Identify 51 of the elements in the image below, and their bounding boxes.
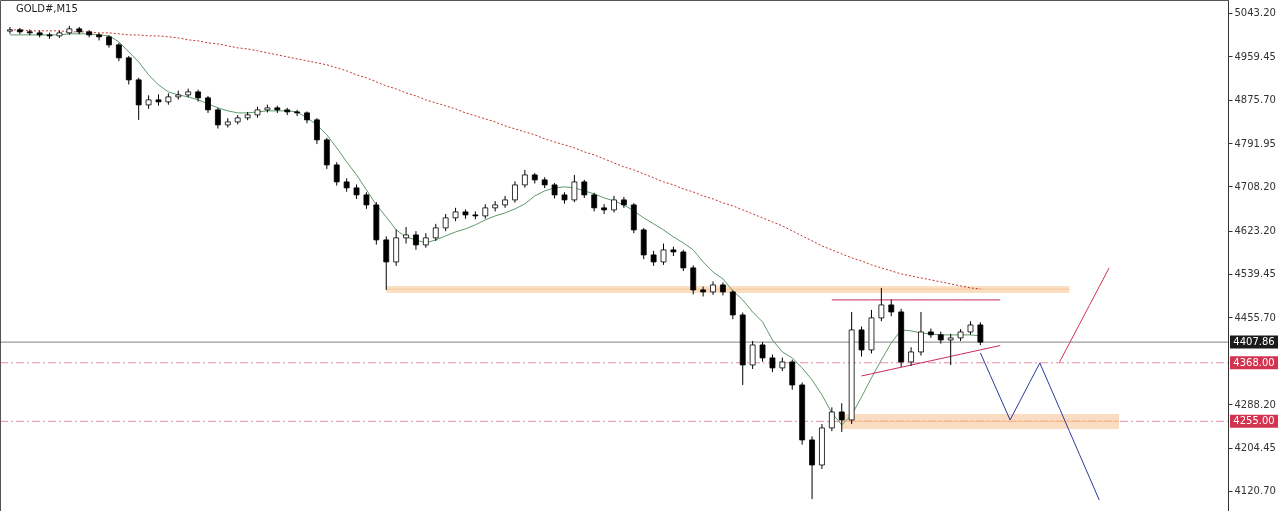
y-tick-label: 4708.20 bbox=[1234, 180, 1276, 192]
candlestick bbox=[660, 243, 667, 266]
candlestick bbox=[947, 333, 954, 366]
candlestick bbox=[838, 402, 845, 433]
candlestick bbox=[591, 192, 598, 212]
candlestick bbox=[789, 359, 796, 391]
candlestick bbox=[581, 179, 588, 199]
y-tick-label: 4204.45 bbox=[1234, 442, 1276, 454]
y-tick-label: 4791.95 bbox=[1234, 137, 1276, 149]
candlestick bbox=[413, 230, 419, 251]
y-tick-label: 4120.70 bbox=[1234, 485, 1276, 497]
line-series bbox=[979, 352, 1100, 501]
y-tick-label: 4539.45 bbox=[1234, 268, 1276, 280]
candlestick bbox=[512, 180, 518, 204]
ref-line-label: 4368.00 bbox=[1233, 356, 1275, 368]
y-tick-label: 4623.20 bbox=[1234, 225, 1276, 237]
candlestick bbox=[314, 117, 320, 145]
candlestick bbox=[828, 406, 835, 432]
y-tick-label: 4455.70 bbox=[1234, 311, 1276, 323]
candlestick bbox=[7, 26, 13, 35]
candlestick bbox=[96, 32, 102, 41]
candlestick bbox=[601, 203, 607, 215]
candlestick bbox=[749, 340, 756, 370]
y-tick-label: 4959.45 bbox=[1234, 50, 1276, 62]
candlestick bbox=[878, 287, 885, 322]
candlestick bbox=[403, 226, 409, 245]
chart-title: GOLD#,M15 bbox=[16, 3, 78, 14]
candlestick bbox=[115, 42, 122, 62]
candlestick bbox=[858, 326, 865, 358]
candlestick bbox=[977, 321, 984, 346]
y-tick-label: 4288.20 bbox=[1234, 398, 1276, 410]
candlestick bbox=[680, 249, 687, 272]
candlestick bbox=[759, 341, 766, 363]
candlestick bbox=[927, 328, 934, 339]
ref-line-label: 4407.86 bbox=[1233, 336, 1275, 348]
candlestick bbox=[729, 289, 736, 320]
candlestick bbox=[294, 109, 301, 117]
candlestick bbox=[215, 107, 221, 130]
candlestick bbox=[383, 235, 390, 291]
line-series bbox=[1059, 267, 1110, 363]
line-series bbox=[861, 345, 1001, 377]
candlestick bbox=[918, 311, 924, 357]
candlestick bbox=[333, 161, 340, 187]
candlestick bbox=[690, 264, 697, 295]
y-tick-label: 4875.70 bbox=[1234, 94, 1276, 106]
y-tick-label: 5043.20 bbox=[1234, 7, 1276, 19]
candlestick bbox=[700, 286, 707, 297]
candlestick bbox=[571, 174, 578, 203]
ref-line-label: 4255.00 bbox=[1233, 415, 1275, 427]
candlestick bbox=[908, 346, 914, 367]
candlestick bbox=[125, 55, 132, 85]
